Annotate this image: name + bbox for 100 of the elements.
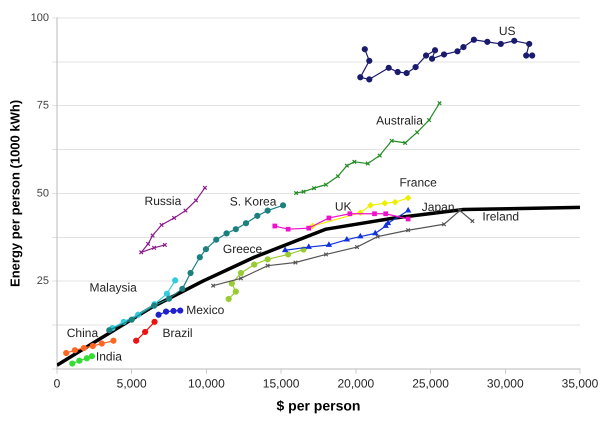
point (344, 163, 350, 168)
series-label: Russia (144, 194, 182, 208)
point (264, 207, 271, 214)
series-label: UK (334, 199, 352, 214)
point (226, 296, 232, 302)
point (84, 355, 90, 362)
point (90, 342, 96, 350)
point (404, 70, 410, 76)
point (166, 296, 172, 302)
point (362, 46, 368, 52)
point (454, 48, 461, 54)
point (365, 161, 370, 166)
series-label: Ireland (482, 209, 520, 224)
point (306, 226, 312, 230)
point (162, 308, 170, 315)
x-tick-label: 30,000 (486, 376, 524, 390)
point (285, 251, 292, 258)
point (511, 38, 518, 44)
point (196, 254, 203, 260)
point (164, 290, 170, 297)
point (402, 140, 408, 146)
point (280, 202, 286, 208)
point (80, 345, 87, 352)
point (76, 358, 82, 364)
point (172, 277, 178, 284)
point (457, 208, 462, 213)
point (146, 242, 150, 246)
point (422, 52, 430, 59)
x-tick-label: 25,000 (412, 376, 450, 390)
point (336, 174, 340, 179)
point (357, 74, 364, 80)
point (405, 207, 411, 212)
series-label: Brazil (162, 326, 193, 340)
series-label: China (66, 326, 98, 340)
point (366, 58, 372, 64)
point (406, 216, 411, 222)
series-label: Malaysia (89, 280, 138, 295)
point (529, 52, 536, 59)
point (392, 199, 398, 206)
series-label: India (96, 349, 122, 364)
point (242, 220, 250, 226)
point (382, 200, 388, 206)
point (372, 230, 378, 236)
point (428, 56, 436, 62)
point (194, 198, 198, 203)
point (88, 353, 96, 360)
point (367, 202, 374, 208)
series-label: France (399, 175, 438, 190)
point (151, 318, 158, 325)
point (460, 44, 467, 50)
point (232, 288, 239, 295)
point (498, 40, 504, 48)
point (406, 228, 411, 233)
point (183, 208, 188, 213)
point (352, 159, 357, 164)
y-tick-label: 75 (36, 100, 49, 112)
point (265, 263, 270, 268)
series-label: Greece (222, 242, 263, 256)
point (358, 233, 364, 238)
point (110, 338, 117, 344)
point (272, 224, 278, 228)
x-tick-label: 35,000 (562, 376, 599, 390)
point (138, 250, 144, 255)
point (286, 226, 291, 232)
point (324, 182, 328, 187)
point (394, 68, 401, 76)
point (301, 189, 306, 194)
series-label: US (498, 24, 516, 38)
series-label: S. Korea (230, 194, 277, 209)
point (179, 286, 186, 292)
point (414, 130, 420, 135)
point (254, 212, 260, 219)
point (202, 246, 210, 252)
point (375, 234, 380, 239)
point (155, 312, 162, 318)
point (152, 245, 156, 250)
point (470, 36, 477, 43)
y-tick-label: 50 (36, 187, 49, 200)
point (312, 186, 316, 191)
point (106, 327, 112, 334)
point (142, 328, 148, 336)
point (98, 340, 105, 347)
point (526, 40, 532, 48)
point (426, 118, 432, 122)
point (187, 270, 194, 276)
x-tick-label: 15,000 (262, 376, 300, 390)
point (293, 260, 298, 265)
point (523, 52, 530, 59)
point (324, 252, 328, 257)
point (213, 236, 220, 243)
point (177, 307, 184, 314)
point (282, 247, 288, 252)
y-axis-title: Energy per person (1000 kWh) (7, 100, 22, 287)
point (159, 222, 164, 228)
point (238, 270, 244, 276)
point (366, 76, 372, 82)
point (412, 64, 419, 70)
point (440, 51, 448, 58)
point (63, 350, 70, 356)
point (306, 244, 312, 249)
